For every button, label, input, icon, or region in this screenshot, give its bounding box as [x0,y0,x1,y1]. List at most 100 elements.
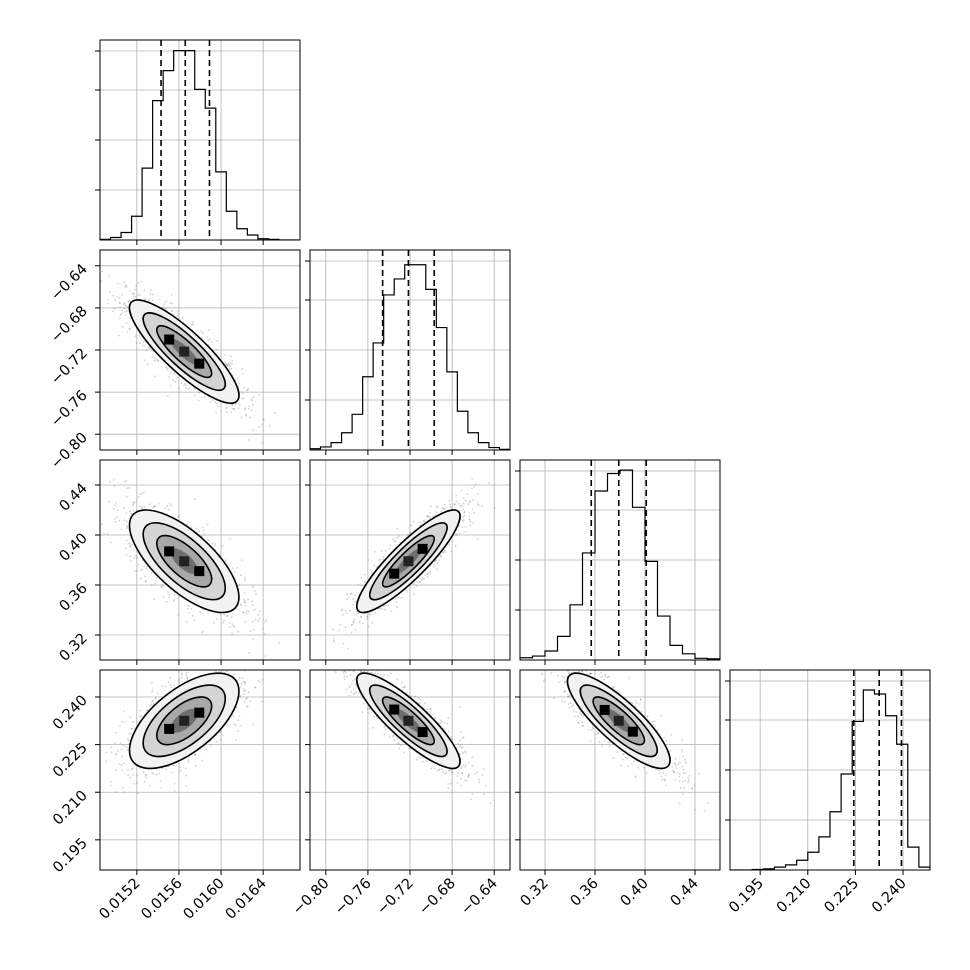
panel-2-1-sample [181,317,184,319]
panel-3-2-sample [371,621,374,624]
panel-3-2-sample [346,593,349,596]
panel-3-2-sample [349,592,352,595]
panel-3-2-sample [468,519,471,521]
panel-3-1-sample [190,608,193,610]
panel-3-1-sample [130,512,132,515]
panel-4-1-sample [233,673,236,676]
panel-3-2-sample [354,600,356,603]
panel-3-1-sample [247,610,250,613]
panel-4-1-sample [237,650,239,652]
hist-1-step [100,50,300,240]
panel-4-1-sample [128,732,131,735]
panel-3-1-sample [211,542,214,545]
panel-3-1-sample [125,539,128,542]
panel-2-1-sample [132,293,135,296]
panel-2-1-sample [248,405,251,408]
panel-4-1-sample [119,742,122,745]
panel-3-1-sample [263,632,266,635]
panel-4-1-sample [171,771,174,774]
panel-3-1-sample [132,504,135,507]
panel-3-1-sample [243,620,246,623]
panel-3-2-sample [398,535,400,537]
panel-2-1-sample [143,298,146,300]
scatter-panel-3-1 [99,459,301,661]
panel-3-2-sample [419,581,421,583]
panel-4-1-sample [178,671,180,673]
panel-3-2-sample [396,527,399,530]
panel-3-2-sample [458,532,461,535]
panel-3-2-sample [488,482,491,484]
panel-3-1-sample [278,641,281,644]
panel-3-1-sample [141,568,143,571]
panel-2-1-sample [120,312,123,315]
panel-3-1-sample [233,571,236,574]
panel-3-1-sample [200,631,203,634]
panel-3-2-sample [428,517,431,519]
panel-3-2-sample [473,511,475,514]
panel-3-1-sample [255,593,257,596]
panel-2-1-sample [166,394,169,397]
panel-2-1-sample [210,341,213,344]
panel-4-1-sample [105,760,108,763]
panel-3-2-sample [464,499,467,502]
panel-3-2-sample [429,515,431,518]
panel-4-1-sample [139,709,141,712]
panel-2-1-sample [116,296,119,298]
panel-3-1-sample [261,627,264,630]
panel-2-1-sample [100,280,102,283]
panel-2-1-sample [165,300,167,303]
panel-2-1-sample [261,441,264,444]
panel-3-2-sample [449,503,452,506]
panel-3-2-sample [467,503,470,506]
panel-3-2-sample [429,505,432,508]
panel-3-1-sample [132,510,135,512]
panel-2-1-sample [240,416,243,419]
hist-4-frame [729,669,931,871]
panel-3-1-peak-cell [194,566,205,577]
panel-2-1-sample [149,289,152,292]
panel-2-1-sample [223,361,226,363]
panel-4-1-sample [223,662,225,664]
panel-3-1-sample [145,567,148,570]
histogram-panel-2 [305,249,511,451]
panel-2-1-sample [164,308,167,311]
panel-3-2-peak-cell [389,568,400,579]
panel-2-1-sample [244,407,247,410]
panel-2-1-sample [191,320,194,323]
panel-3-1-sample [130,513,133,515]
panel-3-2-sample [458,502,461,505]
panel-3-2-sample [468,518,471,521]
panel-3-2-sample [468,512,471,515]
panel-2-1-sample [134,335,137,338]
panel-3-1-sample [140,507,143,510]
panel-2-1-sample [184,382,186,385]
panel-2-1-sample [268,424,271,427]
panel-3-1-sample [219,612,222,615]
panel-3-2-sample [373,564,376,567]
panel-3-1-sample [155,580,158,583]
panel-3-1-sample [123,480,126,483]
panel-2-1-sample [171,302,174,305]
panel-3-1-sample [154,505,156,508]
panel-3-1-sample [145,580,148,583]
panel-3-2-sample [448,543,451,546]
panel-4-1-sample [220,730,223,733]
panel-3-1-sample [170,504,173,507]
panel-3-2-sample [388,547,391,550]
panel-3-1-sample [199,611,202,613]
panel-3-1-sample [252,609,255,612]
panel-4-1-sample [118,763,121,766]
panel-4-1-sample [114,753,117,756]
panel-3-2-sample [371,572,373,575]
panel-2-1-sample [250,398,253,400]
panel-2-1-sample [244,414,247,417]
panel-3-2-sample [440,510,443,513]
panel-3-1-frame [99,459,301,661]
panel-2-1-sample [143,344,146,347]
panel-4-1-sample [151,681,153,684]
panel-3-2-sample [427,572,429,575]
panel-3-1-sample [103,533,105,536]
panel-2-1-sample [238,382,240,385]
panel-3-1-sample [195,527,198,530]
panel-2-1-sample [176,315,179,318]
